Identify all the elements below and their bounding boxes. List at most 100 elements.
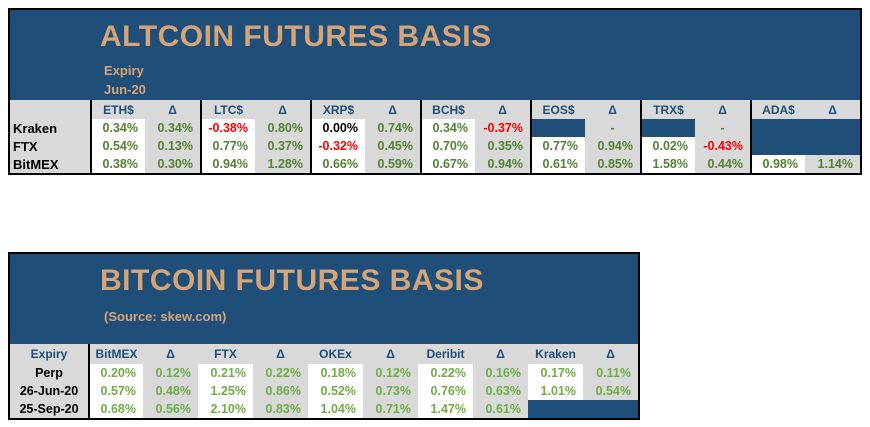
coin-column-header: XRP$ <box>310 100 365 119</box>
filled-cell <box>640 119 695 137</box>
delta-column-header: Δ <box>363 344 418 364</box>
delta-cell: 0.85% <box>585 155 640 173</box>
delta-cell: -0.43% <box>695 137 750 155</box>
delta-cell: 0.80% <box>255 119 310 137</box>
filled-cell <box>750 137 805 155</box>
value-cell: 0.94% <box>200 155 255 173</box>
value-cell: 0.21% <box>198 364 253 382</box>
delta-cell: 0.13% <box>145 137 200 155</box>
delta-cell: 0.11% <box>583 364 638 382</box>
delta-cell: 0.12% <box>143 364 198 382</box>
delta-cell: 0.35% <box>475 137 530 155</box>
delta-column-header: Δ <box>145 100 200 119</box>
row-label: 25-Sep-20 <box>10 400 88 418</box>
altcoin-table-header-band: ALTCOIN FUTURES BASIS Expiry Jun-20 <box>10 10 860 100</box>
delta-cell: 0.16% <box>473 364 528 382</box>
delta-column-header: Δ <box>475 100 530 119</box>
delta-column-header: Δ <box>695 100 750 119</box>
value-cell: 0.66% <box>310 155 365 173</box>
delta-column-header: Δ <box>805 100 860 119</box>
coin-column-header: ETH$ <box>90 100 145 119</box>
delta-cell: 1.14% <box>805 155 860 173</box>
delta-cell: 0.56% <box>143 400 198 418</box>
value-cell: 0.68% <box>88 400 143 418</box>
delta-cell: 0.37% <box>255 137 310 155</box>
altcoin-table-title: ALTCOIN FUTURES BASIS <box>100 20 492 53</box>
value-cell: 0.77% <box>530 137 585 155</box>
bitcoin-data-grid: Expiry BitMEX Δ FTX Δ OKEx Δ Deribit Δ Kraken Δ Per… <box>10 344 638 418</box>
coin-column-header: OKEx <box>308 344 363 364</box>
delta-column-header: Δ <box>253 344 308 364</box>
row-label: Perp <box>10 364 88 382</box>
value-cell: 1.25% <box>198 382 253 400</box>
delta-cell: 0.22% <box>253 364 308 382</box>
value-cell: -0.32% <box>310 137 365 155</box>
coin-column-header: TRX$ <box>640 100 695 119</box>
delta-column-header: Δ <box>583 344 638 364</box>
bitcoin-source-label: (Source: skew.com) <box>104 309 227 324</box>
value-cell: 0.70% <box>420 137 475 155</box>
delta-cell: 0.94% <box>585 137 640 155</box>
coin-column-header: EOS$ <box>530 100 585 119</box>
value-cell: -0.38% <box>200 119 255 137</box>
delta-dash-cell: - <box>695 119 750 137</box>
altcoin-expiry-value: Jun-20 <box>104 82 146 97</box>
delta-cell: 0.71% <box>363 400 418 418</box>
value-cell: 2.10% <box>198 400 253 418</box>
value-cell: 0.18% <box>308 364 363 382</box>
delta-cell: 0.74% <box>365 119 420 137</box>
value-cell: 0.20% <box>88 364 143 382</box>
value-cell: 0.67% <box>420 155 475 173</box>
value-cell: 0.34% <box>90 119 145 137</box>
filled-cell <box>528 400 583 418</box>
delta-cell: 0.73% <box>363 382 418 400</box>
delta-cell: 0.61% <box>473 400 528 418</box>
coin-column-header: LTC$ <box>200 100 255 119</box>
altcoin-data-grid: ETH$ Δ LTC$ Δ XRP$ Δ BCH$ Δ EOS$ Δ TRX$ Δ ADA$ Δ Krake… <box>10 100 860 173</box>
bitcoin-table-title: BITCOIN FUTURES BASIS <box>100 264 484 297</box>
delta-column-header: Δ <box>255 100 310 119</box>
bitcoin-futures-basis-table: BITCOIN FUTURES BASIS (Source: skew.com)… <box>8 252 640 420</box>
row-label: Kraken <box>10 119 90 137</box>
expiry-column-header: Expiry <box>10 344 88 364</box>
row-label: 26-Jun-20 <box>10 382 88 400</box>
filled-cell <box>805 119 860 137</box>
delta-cell: 0.54% <box>583 382 638 400</box>
delta-cell: 0.34% <box>145 119 200 137</box>
delta-cell: 0.59% <box>365 155 420 173</box>
value-cell: 0.17% <box>528 364 583 382</box>
coin-column-header: BitMEX <box>88 344 143 364</box>
filled-cell <box>530 119 585 137</box>
delta-dash-cell: - <box>585 119 640 137</box>
value-cell: 0.77% <box>200 137 255 155</box>
coin-column-header: Deribit <box>418 344 473 364</box>
value-cell: 1.58% <box>640 155 695 173</box>
row-label: FTX <box>10 137 90 155</box>
delta-column-header: Δ <box>365 100 420 119</box>
delta-cell: 0.12% <box>363 364 418 382</box>
delta-cell: 0.44% <box>695 155 750 173</box>
value-cell: 0.02% <box>640 137 695 155</box>
row-label: BitMEX <box>10 155 90 173</box>
value-cell: 0.22% <box>418 364 473 382</box>
bitcoin-table-header-band: BITCOIN FUTURES BASIS (Source: skew.com) <box>10 254 638 344</box>
value-cell: 0.76% <box>418 382 473 400</box>
value-cell: 0.61% <box>530 155 585 173</box>
filled-cell <box>583 400 638 418</box>
value-cell: 0.34% <box>420 119 475 137</box>
delta-cell: 0.94% <box>475 155 530 173</box>
corner-cell <box>10 100 90 119</box>
filled-cell <box>805 137 860 155</box>
value-cell: 1.47% <box>418 400 473 418</box>
coin-column-header: Kraken <box>528 344 583 364</box>
value-cell: 0.98% <box>750 155 805 173</box>
filled-cell <box>750 119 805 137</box>
value-cell: 0.52% <box>308 382 363 400</box>
coin-column-header: BCH$ <box>420 100 475 119</box>
delta-cell: 0.30% <box>145 155 200 173</box>
delta-column-header: Δ <box>143 344 198 364</box>
delta-cell: 0.63% <box>473 382 528 400</box>
delta-column-header: Δ <box>585 100 640 119</box>
delta-cell: 0.48% <box>143 382 198 400</box>
delta-cell: 0.83% <box>253 400 308 418</box>
